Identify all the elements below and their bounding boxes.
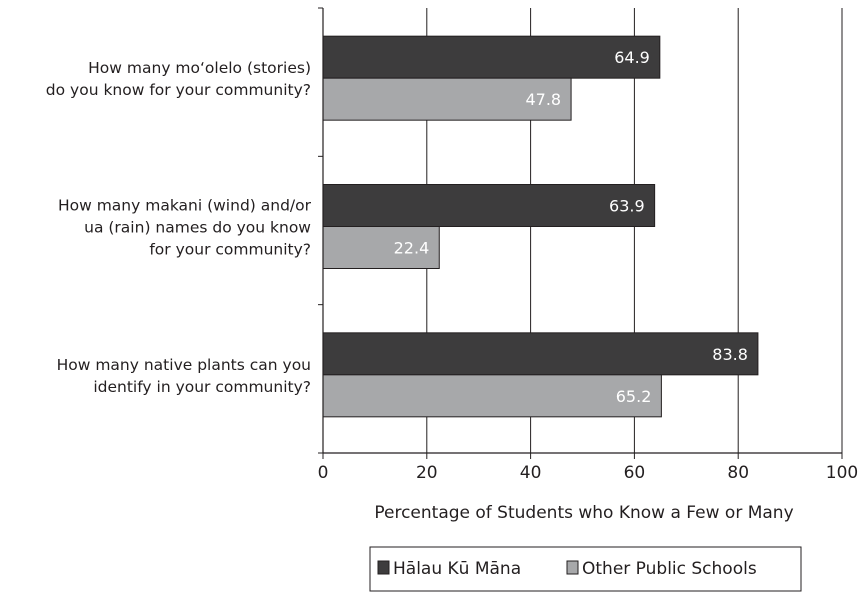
bar-halau-ku-mana-2 [322,332,759,376]
category-label-1-line-1: ua (rain) names do you know [84,219,311,237]
category-label-0: How many mo‘olelo (stories) do you know f… [46,59,311,99]
category-label-2-line-1: identify in your community? [93,378,311,396]
category-labels: How many mo‘olelo (stories) do you know f… [46,59,312,396]
x-tick-label-60: 60 [624,463,646,483]
legend-label-other-public-schools: Other Public Schools [582,559,757,579]
category-label-1-line-2: for your community? [149,241,311,259]
legend-swatch-halau-ku-mana [377,560,390,575]
category-label-2-line-0: How many native plants can you [57,356,311,374]
category-label-0-line-1: do you know for your community? [46,81,311,99]
x-axis-title: Percentage of Students who Know a Few or… [374,503,793,523]
bar-halau-ku-mana-0 [322,35,661,79]
bar-label-other-public-schools-0: 47.8 [525,90,561,109]
bar-label-halau-ku-mana-2: 83.8 [712,345,748,364]
category-label-2: How many native plants can you identify i… [57,356,311,396]
legend: Hālau Kū Māna Other Public Schools [369,546,802,592]
bar-label-other-public-schools-2: 65.2 [616,387,652,406]
bar-other-public-schools-2 [322,374,662,418]
x-tick-label-0: 0 [318,463,329,483]
bar-label-halau-ku-mana-0: 64.9 [614,48,650,67]
axes: 0 20 40 60 80 100 [318,7,858,483]
bar-label-other-public-schools-1: 22.4 [394,239,430,258]
category-label-0-line-0: How many mo‘olelo (stories) [88,59,311,77]
legend-label-halau-ku-mana: Hālau Kū Māna [393,559,521,579]
x-tick-label-20: 20 [416,463,438,483]
legend-swatch-other-public-schools [566,560,579,575]
legend-box [369,546,802,592]
category-label-1-line-0: How many makani (wind) and/or [58,197,312,215]
x-tick-label-100: 100 [826,463,858,483]
x-tick-label-80: 80 [727,463,749,483]
x-tick-label-40: 40 [520,463,542,483]
bar-halau-ku-mana-1 [322,184,656,227]
category-label-1: How many makani (wind) and/or ua (rain) n… [58,197,312,259]
bar-other-public-schools-0 [322,77,572,121]
bar-label-halau-ku-mana-1: 63.9 [609,197,645,216]
bars: 64.9 47.8 63.9 22.4 83.8 65.2 [322,35,759,418]
